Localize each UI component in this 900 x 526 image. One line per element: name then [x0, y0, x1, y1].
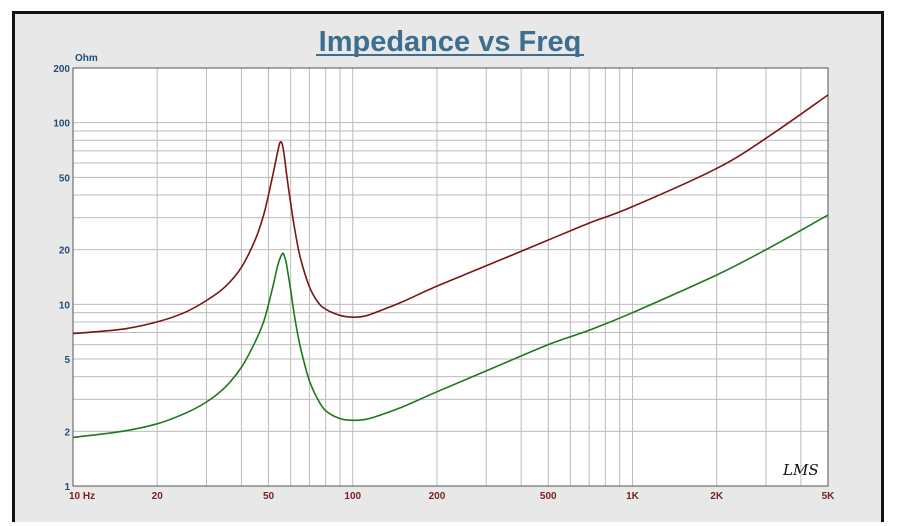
y-tick-labels: 200 100 50 20 10 5 2 1	[53, 64, 70, 493]
x-tick-label: 100	[344, 491, 361, 502]
plot-border	[72, 67, 829, 487]
y-tick-label: 5	[64, 355, 70, 366]
y-axis-unit-label: Ohm	[75, 53, 98, 64]
y-tick-label: 10	[59, 300, 71, 311]
y-tick-label: 50	[59, 173, 71, 184]
y-tick-label: 100	[53, 119, 70, 130]
x-tick-label: 50	[263, 491, 275, 502]
series-line-2	[72, 214, 829, 439]
x-tick-label: 200	[429, 491, 446, 502]
series-lines	[72, 94, 829, 439]
y-tick-label: 20	[59, 246, 71, 257]
x-tick-labels: 10 Hz 20 50 100 200 500 1K 2K 5K	[69, 491, 835, 502]
y-tick-label: 1	[64, 482, 70, 493]
x-tick-label: 5K	[822, 491, 836, 502]
x-tick-label: 20	[152, 491, 164, 502]
series-line-1	[72, 94, 829, 335]
chart-title: Impedance vs Freq	[319, 26, 582, 58]
x-tick-label: 500	[540, 491, 557, 502]
grid-lines	[72, 67, 829, 487]
x-tick-label: 2K	[710, 491, 724, 502]
y-tick-label: 2	[64, 427, 70, 438]
x-tick-label: 1K	[626, 491, 640, 502]
lms-logo: LMS	[782, 461, 819, 479]
x-tick-label: 10 Hz	[69, 491, 95, 502]
plot-area	[73, 68, 828, 486]
y-tick-label: 200	[53, 64, 70, 75]
